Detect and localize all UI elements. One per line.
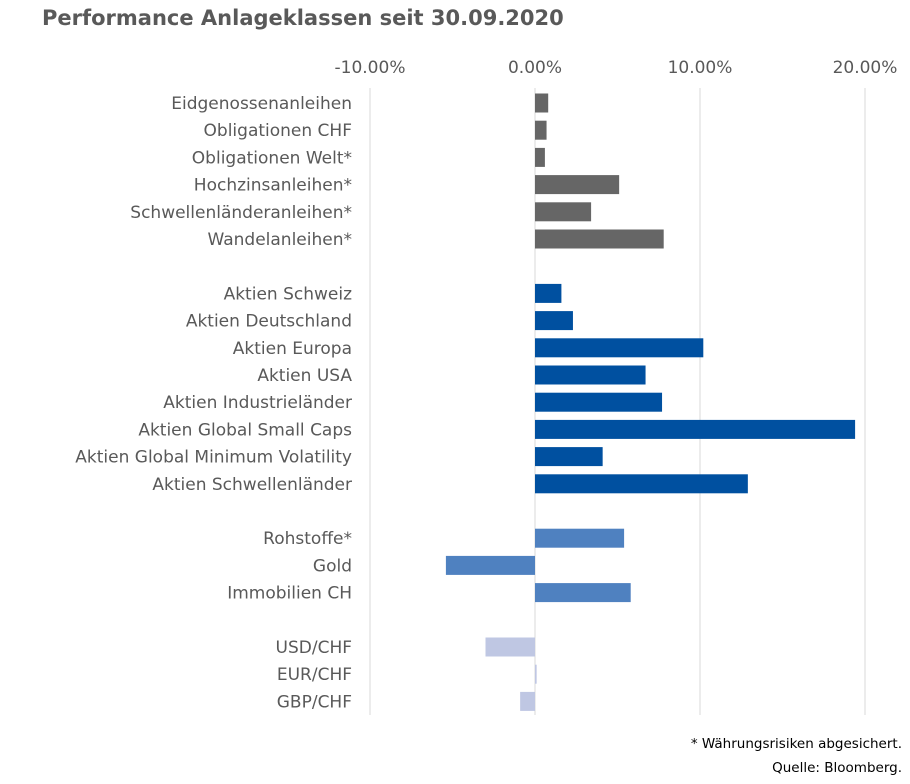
bar [535, 419, 856, 439]
category-label: Eidgenossenanleihen [171, 94, 352, 114]
category-label: Immobilien CH [227, 584, 352, 604]
bar [535, 120, 547, 140]
bar [535, 311, 573, 331]
bar [445, 555, 535, 575]
bar [535, 474, 748, 494]
category-label: Gold [313, 556, 352, 576]
category-label: Obligationen Welt* [192, 148, 352, 168]
category-label: USD/CHF [276, 638, 352, 658]
chart-title: Performance Anlageklassen seit 30.09.202… [42, 6, 564, 30]
bar [535, 392, 663, 412]
category-label: Schwellenländeranleihen* [130, 203, 352, 223]
category-label: GBP/CHF [277, 692, 352, 712]
category-label: Aktien Schwellenländer [152, 475, 352, 495]
x-tick-label: -10.00% [335, 58, 406, 78]
category-label: Aktien Global Minimum Volatility [75, 448, 352, 468]
category-label: Obligationen CHF [204, 121, 352, 141]
category-label: Aktien Global Small Caps [138, 420, 352, 440]
x-tick-label: 20.00% [833, 58, 898, 78]
category-label: Aktien Europa [233, 339, 352, 359]
hedge-footnote: * Währungsrisiken abgesichert. [690, 736, 902, 752]
category-label: Aktien Deutschland [186, 312, 352, 332]
bar [535, 664, 537, 684]
x-tick-label: 10.00% [668, 58, 733, 78]
category-label: Aktien USA [257, 366, 352, 386]
bar [535, 338, 704, 358]
x-axis-tick-labels: -10.00% 0.00% 10.00% 20.00% [335, 58, 898, 78]
bar-chart: -10.00% 0.00% 10.00% 20.00% Eidgenossenanle… [75, 58, 898, 715]
category-label: Aktien Industrieländer [163, 393, 352, 413]
bar [535, 202, 592, 222]
bar [535, 528, 625, 548]
bar [535, 175, 620, 195]
bar [535, 147, 545, 167]
category-labels: Eidgenossenanleihen Obligationen CHF Oblig… [75, 94, 352, 712]
category-label: Aktien Schweiz [224, 284, 352, 304]
bar [535, 93, 549, 113]
bar [520, 691, 535, 711]
bar [535, 283, 562, 303]
bar [535, 229, 664, 249]
bar [535, 583, 631, 603]
category-label: Rohstoffe* [263, 529, 352, 549]
bar [535, 365, 646, 385]
bar [485, 637, 535, 657]
bar [535, 447, 603, 467]
source-footnote: Quelle: Bloomberg. [772, 760, 902, 776]
category-label: Wandelanleihen* [208, 230, 353, 250]
x-tick-label: 0.00% [508, 58, 562, 78]
bars [445, 93, 856, 711]
category-label: EUR/CHF [277, 665, 352, 685]
category-label: Hochzinsanleihen* [194, 176, 352, 196]
